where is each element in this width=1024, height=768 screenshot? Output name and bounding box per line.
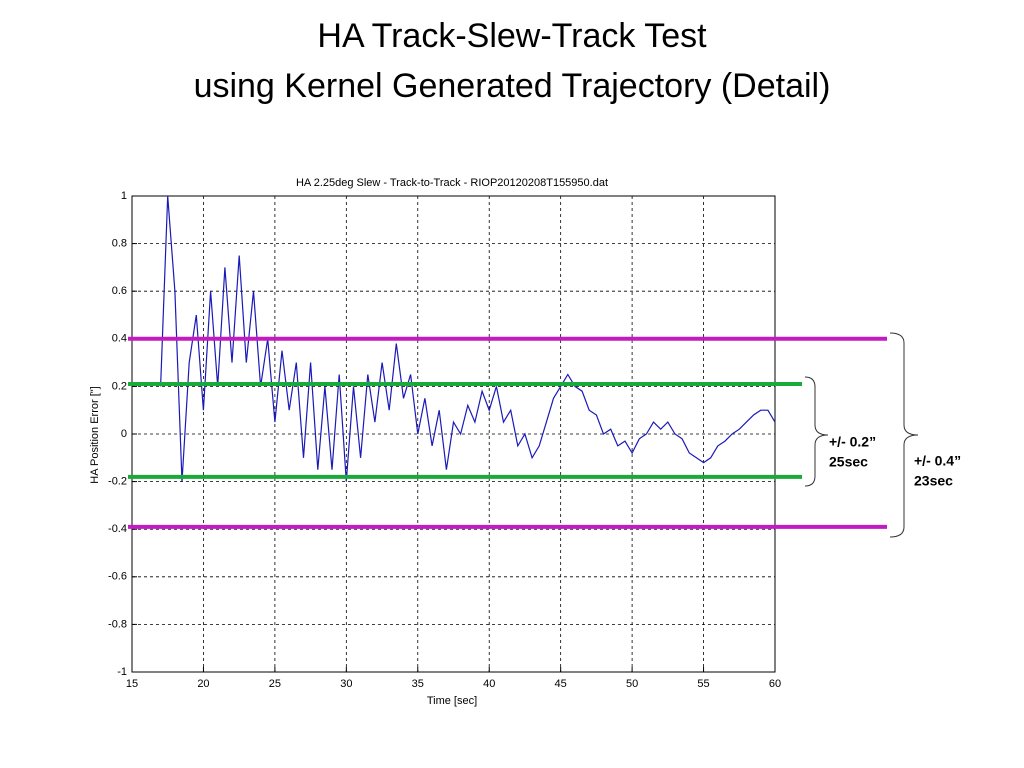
brace xyxy=(804,376,829,487)
chart-title: HA 2.25deg Slew - Track-to-Track - RIOP2… xyxy=(296,177,608,189)
y-tick-label: -0.4 xyxy=(108,523,127,535)
y-tick-label: 1 xyxy=(121,190,127,202)
data-line xyxy=(160,195,776,482)
annotation: +/- 0.2” xyxy=(829,434,876,450)
slide-subtitle: using Kernel Generated Trajectory (Detai… xyxy=(194,67,831,105)
y-tick-label: -1 xyxy=(117,666,127,678)
brace xyxy=(889,332,919,538)
x-tick-label: 30 xyxy=(340,678,352,690)
annotation: 23sec xyxy=(914,473,953,489)
annotation: 25sec xyxy=(829,454,868,470)
y-tick-label: 0 xyxy=(121,428,127,440)
x-tick-label: 55 xyxy=(697,678,709,690)
y-tick-label: 0.4 xyxy=(112,333,127,345)
x-tick-label: 50 xyxy=(626,678,638,690)
y-tick-label: 0.6 xyxy=(112,285,127,297)
slide-title: HA Track-Slew-Track Test xyxy=(317,17,707,55)
x-tick-label: 25 xyxy=(269,678,281,690)
y-tick-label: -0.6 xyxy=(108,571,127,583)
y-tick-label: 0.2 xyxy=(112,380,127,392)
x-tick-label: 35 xyxy=(412,678,424,690)
x-tick-label: 20 xyxy=(197,678,209,690)
y-tick-label: 0.8 xyxy=(112,238,127,250)
y-tick-label: -0.2 xyxy=(108,476,127,488)
y-axis-label: HA Position Error ["] xyxy=(89,386,101,483)
x-tick-label: 45 xyxy=(555,678,567,690)
annotation: +/- 0.4” xyxy=(914,453,961,469)
y-tick-label: -0.8 xyxy=(108,618,127,630)
x-axis-label: Time [sec] xyxy=(427,695,477,707)
x-tick-label: 60 xyxy=(769,678,781,690)
x-tick-label: 15 xyxy=(126,678,138,690)
x-tick-label: 40 xyxy=(483,678,495,690)
